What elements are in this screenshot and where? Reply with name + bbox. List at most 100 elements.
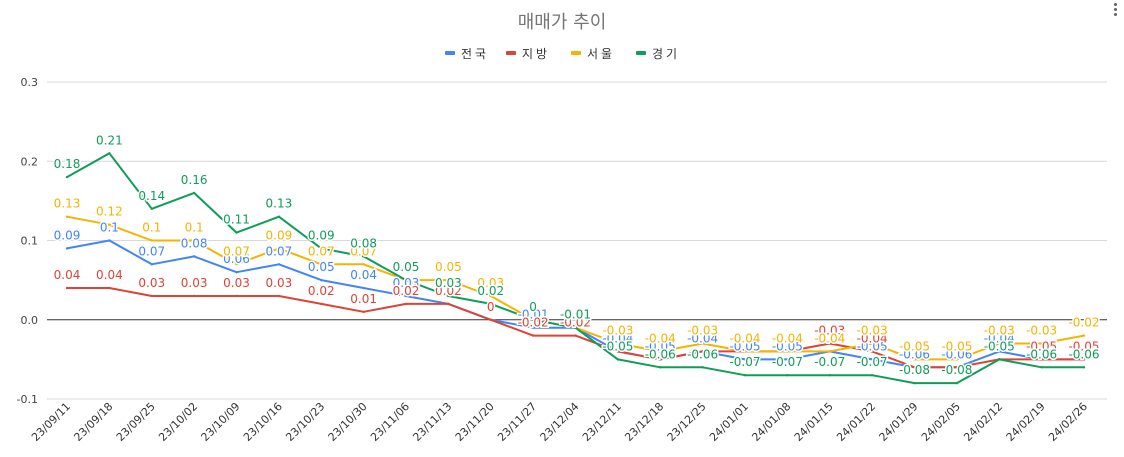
data-point [616,350,620,353]
x-tick-label: 23/10/02 [156,400,200,444]
data-point [1040,342,1043,345]
data-label: -0.06 [941,347,972,361]
data-label: 0.11 [223,213,250,227]
data-label: -0.05 [899,339,930,353]
data-point [235,231,238,234]
data-label: 0.03 [181,276,208,290]
data-point [574,334,577,337]
data-point [1082,358,1086,361]
y-axis: 0.3 0.2 0.1 0.0 -0.1 [17,76,38,406]
data-label: -0.05 [772,339,803,353]
data-label: 0.07 [350,244,377,258]
data-point [828,350,831,353]
data-label: 0.03 [223,276,250,290]
data-point [235,263,238,266]
x-tick-label: 23/09/11 [29,400,73,444]
y-tick-label: -0.1 [17,393,38,406]
data-label: 0.03 [266,276,293,290]
x-tick-label: 23/09/25 [114,400,158,444]
x-axis: 23/09/1123/09/1823/09/2523/10/0223/10/09… [29,400,1090,444]
data-label: -0.03 [984,324,1015,338]
data-label: 0.16 [181,173,208,187]
data-point [870,358,874,361]
data-label: -0.05 [857,339,888,353]
data-label: -0.05 [1026,339,1057,353]
data-label: 0.1 [185,221,204,235]
data-point [870,350,874,353]
x-tick-label: 24/01/29 [876,400,920,444]
data-label: -0.01 [518,308,549,322]
data-point [870,374,874,377]
data-point [150,263,153,266]
data-point [998,358,1001,361]
x-tick-label: 24/02/05 [919,400,963,444]
data-label: -0.04 [857,331,888,345]
data-label: 0.13 [54,197,81,211]
x-tick-label: 23/11/27 [495,400,539,444]
data-point [320,247,323,250]
legend-label: 지방 [522,47,550,61]
data-label: 0.08 [350,236,377,250]
data-point [404,278,408,282]
data-point [192,239,196,242]
data-point [489,318,492,321]
data-point [362,286,365,290]
x-tick-label: 24/02/26 [1046,400,1090,444]
x-tick-label: 23/10/23 [283,400,327,444]
data-label: 0.02 [477,284,504,298]
data-label: 0.04 [54,268,81,282]
data-point [489,302,492,306]
data-label: 0.07 [308,244,335,258]
data-point [701,366,704,369]
data-point [616,342,620,345]
legend-label: 경기 [652,47,680,61]
data-point [447,294,450,298]
data-point [150,294,153,298]
data-point [743,358,747,361]
data-point [955,358,959,361]
data-point [659,366,662,369]
legend[interactable]: 전국 지방 서울 경기 [445,47,680,61]
data-label: -0.04 [814,331,845,345]
data-point [108,223,111,226]
data-point [404,302,408,306]
data-label: 0.03 [138,276,165,290]
data-label: 0.13 [266,197,293,211]
data-point [1040,358,1043,361]
legend-swatch [636,51,646,55]
data-label: -0.02 [518,316,549,330]
more-options-icon[interactable] [1110,2,1120,18]
data-label: -0.02 [1068,316,1099,330]
data-label: -0.07 [857,355,888,369]
legend-item[interactable]: 지방 [506,47,550,61]
data-label: -0.06 [899,347,930,361]
data-point [616,358,620,361]
data-label: 0.09 [54,228,81,242]
series-line [66,215,1085,361]
x-tick-label: 23/10/09 [198,400,242,444]
x-tick-label: 23/10/16 [241,400,285,444]
data-label: 0.09 [308,228,335,242]
data-point [150,239,153,242]
legend-item[interactable]: 전국 [445,47,489,61]
data-label: 0.02 [308,284,335,298]
data-label: -0.06 [1026,347,1057,361]
data-label: 0.1 [142,221,161,235]
data-label: 0.05 [435,260,462,274]
data-point [531,318,535,321]
data-label: -0.08 [941,363,972,377]
data-label: 0.02 [393,284,420,298]
data-point [574,326,577,329]
data-label: 0.05 [393,260,420,274]
data-point [150,207,153,210]
data-label: -0.03 [857,324,888,338]
x-tick-label: 24/01/22 [834,400,878,444]
data-point [955,366,959,369]
legend-item[interactable]: 서울 [571,47,615,61]
data-point [65,215,69,218]
data-point [828,342,831,345]
legend-item[interactable]: 경기 [636,47,680,61]
y-tick-label: 0.3 [21,76,39,89]
data-label: 0 [529,300,537,314]
